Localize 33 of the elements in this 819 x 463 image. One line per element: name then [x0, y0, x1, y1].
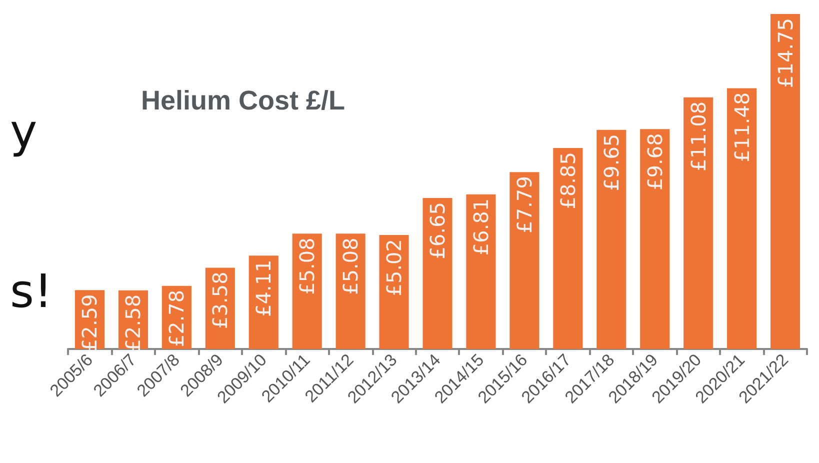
bar [292, 234, 322, 349]
data-label: £2.58 [121, 294, 146, 352]
data-label: £2.78 [164, 290, 189, 348]
bar [596, 130, 626, 349]
data-label: £6.81 [468, 198, 493, 256]
bar [553, 148, 583, 349]
bar [466, 194, 496, 349]
data-label: £5.02 [382, 238, 406, 296]
data-label: £8.85 [556, 152, 580, 210]
data-label: £2.59 [78, 294, 102, 352]
bar [510, 172, 540, 349]
data-label: £11.48 [730, 92, 754, 162]
data-label: £14.75 [773, 18, 798, 88]
data-label: £9.68 [642, 133, 667, 190]
bar [379, 234, 409, 349]
bar [248, 256, 278, 349]
bar [770, 14, 800, 349]
data-label: £11.08 [686, 101, 710, 172]
bar [727, 88, 757, 349]
data-label: £7.79 [512, 176, 536, 234]
data-label: £3.58 [208, 272, 232, 329]
bar [684, 97, 714, 349]
data-label: £5.08 [338, 238, 363, 295]
data-label: £5.08 [295, 238, 320, 295]
text: s! [10, 264, 52, 318]
bar [640, 129, 670, 349]
data-label: £9.65 [599, 134, 624, 192]
data-label: £6.65 [426, 202, 450, 260]
data-label: £4.11 [252, 260, 276, 317]
bar [336, 234, 366, 349]
bar [422, 198, 452, 349]
text: y [10, 104, 38, 158]
text: Helium Cost £/L [141, 86, 346, 116]
